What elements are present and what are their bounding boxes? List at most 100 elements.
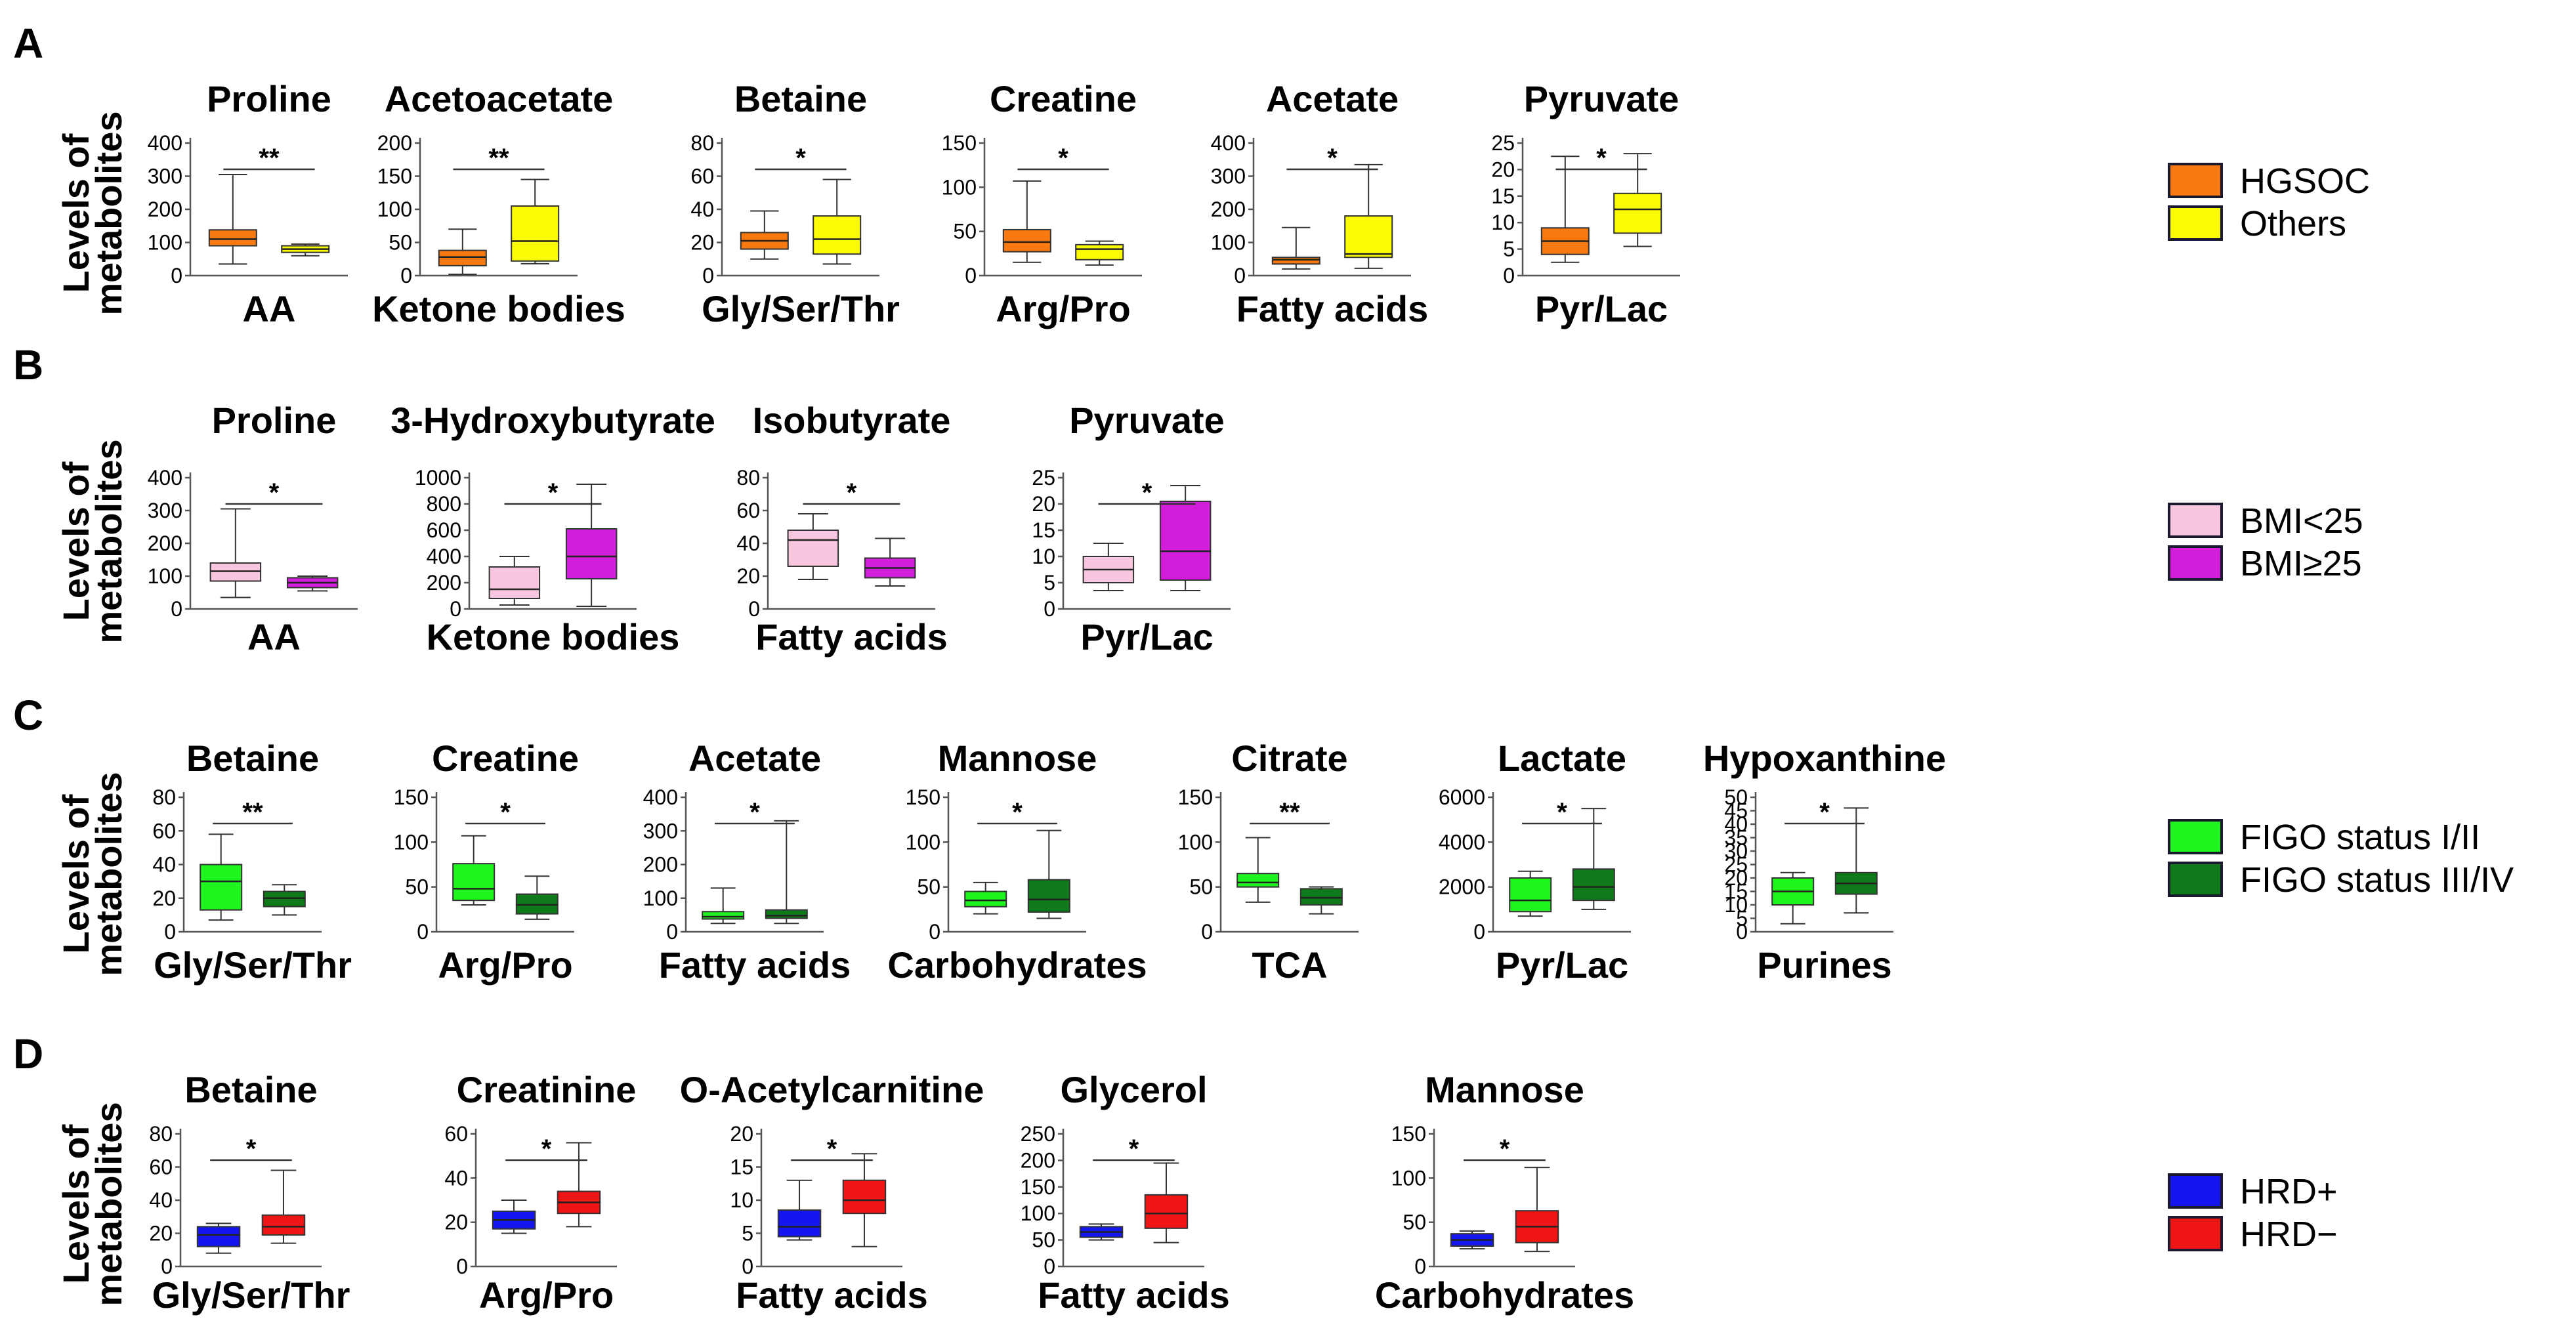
box-bmi-25 — [1159, 485, 1212, 591]
subplot-proline: Proline AA 400 300 200 100 0 * — [148, 400, 358, 658]
significance-label: * — [541, 1135, 552, 1163]
subplot-acetate: Acetate Fatty acids 400 300 200 100 0 * — [643, 738, 851, 986]
y-tick-label: 300 — [148, 499, 182, 522]
y-tick-label: 200 — [643, 853, 678, 877]
significance-label: ** — [242, 798, 263, 827]
subplot-title: 3-Hydroxybutyrate — [391, 400, 715, 441]
box-iqr — [511, 205, 560, 262]
y-tick-label: 60 — [444, 1122, 468, 1146]
y-tick-label: 200 — [148, 198, 182, 221]
y-tick-label: 40 — [152, 853, 176, 877]
significance-label: * — [1142, 478, 1152, 507]
box-iqr — [261, 1214, 306, 1236]
y-tick-label: 60 — [690, 165, 714, 188]
box-iqr — [1572, 868, 1615, 902]
y-tick-label: 50 — [953, 220, 977, 243]
significance-label: * — [500, 798, 511, 827]
box-figo-status-iii-iv — [765, 820, 808, 925]
significance-label: * — [847, 478, 857, 507]
legend-swatch — [2168, 862, 2223, 897]
category-label: Fatty acids — [736, 1274, 928, 1316]
y-tick-label: 0 — [929, 920, 940, 944]
category-label: Gly/Ser/Thr — [152, 1274, 350, 1316]
y-tick-label: 100 — [906, 830, 940, 854]
y-tick-label: 20 — [1724, 866, 1748, 890]
y-tick-label: 50 — [1189, 875, 1213, 899]
significance-label: * — [548, 478, 559, 507]
box-hrd- — [492, 1200, 536, 1234]
subplot-title: Glycerol — [1060, 1069, 1207, 1110]
y-tick-label: 200 — [148, 532, 182, 555]
panel-letter: A — [13, 20, 43, 67]
subplot-title: O-Acetylcarnitine — [680, 1069, 984, 1110]
legend-swatch — [2168, 205, 2223, 241]
category-label: AA — [243, 288, 296, 329]
significance-label: ** — [1279, 798, 1300, 827]
box-others — [1613, 153, 1662, 247]
box-iqr — [777, 1209, 822, 1238]
y-tick-label: 100 — [394, 830, 429, 854]
significance-label: * — [1327, 144, 1338, 173]
y-tick-label: 0 — [456, 1255, 468, 1278]
subplot-title: Citrate — [1231, 738, 1347, 779]
legend-swatch — [2168, 545, 2223, 581]
subplot-title: Hypoxanthine — [1703, 738, 1946, 779]
box-iqr — [1075, 243, 1124, 261]
box-hrd- — [1079, 1223, 1124, 1241]
y-tick-label: 80 — [690, 131, 714, 155]
y-tick-label: 15 — [1724, 880, 1748, 904]
box-figo-status-i-ii — [200, 833, 243, 921]
category-label: TCA — [1252, 944, 1327, 986]
subplot-betaine: Betaine Gly/Ser/Thr 80 60 40 20 0 ** — [152, 738, 352, 986]
box-hgsoc — [1540, 156, 1590, 263]
y-tick-label: 200 — [1021, 1148, 1055, 1172]
box-figo-status-iii-iv — [515, 875, 559, 920]
subplot-title: Betaine — [184, 1069, 317, 1110]
box-bmi-25 — [864, 537, 916, 587]
y-tick-label: 40 — [444, 1166, 468, 1190]
significance-label: * — [750, 798, 760, 827]
y-tick-label: 25 — [1491, 131, 1515, 155]
y-tick-label: 0 — [1414, 1255, 1426, 1278]
y-tick-label: 35 — [1724, 826, 1748, 850]
y-tick-label: 0 — [171, 597, 182, 621]
y-tick-label: 4000 — [1439, 830, 1485, 854]
legend-label: BMI<25 — [2240, 501, 2363, 541]
subplot-acetoacetate: Acetoacetate Ketone bodies 200 150 100 50 0 ** — [372, 78, 625, 329]
y-tick-label: 400 — [148, 131, 182, 155]
subplot-title: Betaine — [186, 738, 319, 779]
box-bmi-25 — [209, 508, 262, 598]
category-label: Pyr/Lac — [1496, 944, 1628, 986]
box-iqr — [1236, 873, 1280, 888]
box-iqr — [1027, 879, 1070, 913]
box-bmi-25 — [286, 575, 339, 592]
y-tick-label: 0 — [965, 264, 977, 287]
significance-label: ** — [259, 144, 280, 173]
y-tick-label: 0 — [1044, 1255, 1055, 1278]
y-tick-label: 200 — [1211, 198, 1246, 221]
y-tick-label: 40 — [149, 1188, 173, 1212]
y-tick-label: 0 — [742, 1255, 753, 1278]
y-tick-label: 40 — [690, 198, 714, 221]
y-tick-label: 20 — [444, 1211, 468, 1234]
y-tick-label: 400 — [148, 466, 182, 490]
y-tick-label: 50 — [1032, 1228, 1055, 1252]
y-tick-label: 0 — [1503, 264, 1515, 287]
box-hrd- — [1515, 1167, 1559, 1253]
y-tick-label: 80 — [149, 1122, 173, 1146]
subplot-proline: Proline AA 400 300 200 100 0 ** — [148, 78, 348, 329]
y-tick-label: 100 — [1021, 1201, 1055, 1225]
panel-letter: D — [13, 1030, 43, 1077]
box-iqr — [200, 864, 243, 911]
box-figo-status-i-ii — [1236, 837, 1280, 903]
y-tick-label: 0 — [1234, 264, 1246, 287]
box-iqr — [765, 909, 808, 919]
y-tick-label: 150 — [394, 785, 429, 809]
category-label: Ketone bodies — [372, 288, 625, 329]
y-tick-label: 5 — [1736, 907, 1748, 930]
box-others — [1344, 163, 1393, 269]
significance-label: * — [1012, 798, 1023, 827]
box-hgsoc — [740, 210, 789, 260]
